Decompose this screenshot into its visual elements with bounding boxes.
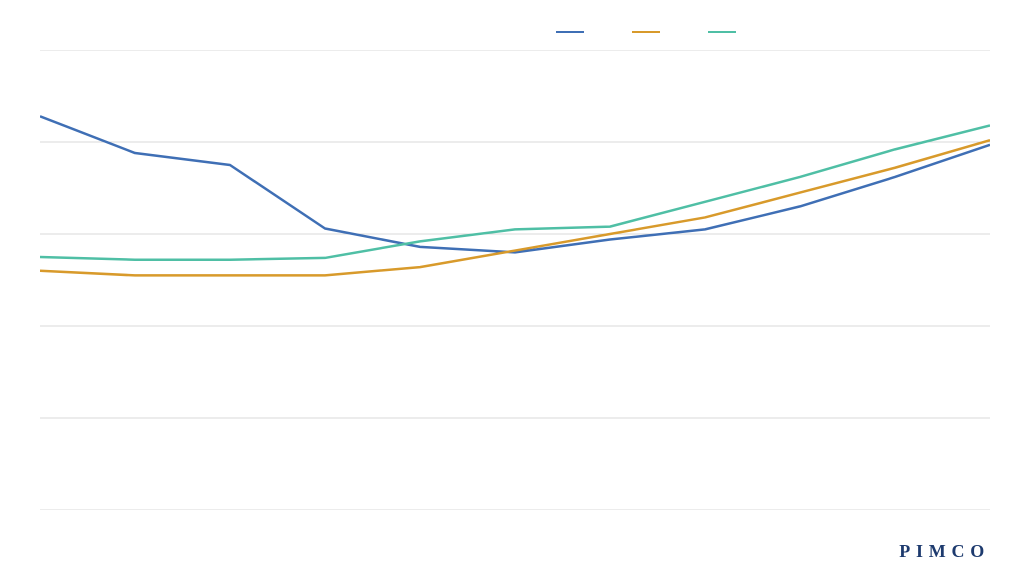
chart-svg [40, 50, 990, 510]
line-chart [40, 50, 990, 510]
brand-text: PIMCO [899, 541, 990, 561]
legend-swatch [632, 31, 660, 33]
legend [556, 31, 744, 33]
legend-item-series-c [708, 31, 744, 33]
series-series-b [40, 140, 990, 275]
legend-swatch [708, 31, 736, 33]
legend-swatch [556, 31, 584, 33]
brand-logo: PIMCO [899, 541, 990, 562]
legend-item-series-b [632, 31, 668, 33]
series-series-a [40, 116, 990, 252]
legend-item-series-a [556, 31, 592, 33]
